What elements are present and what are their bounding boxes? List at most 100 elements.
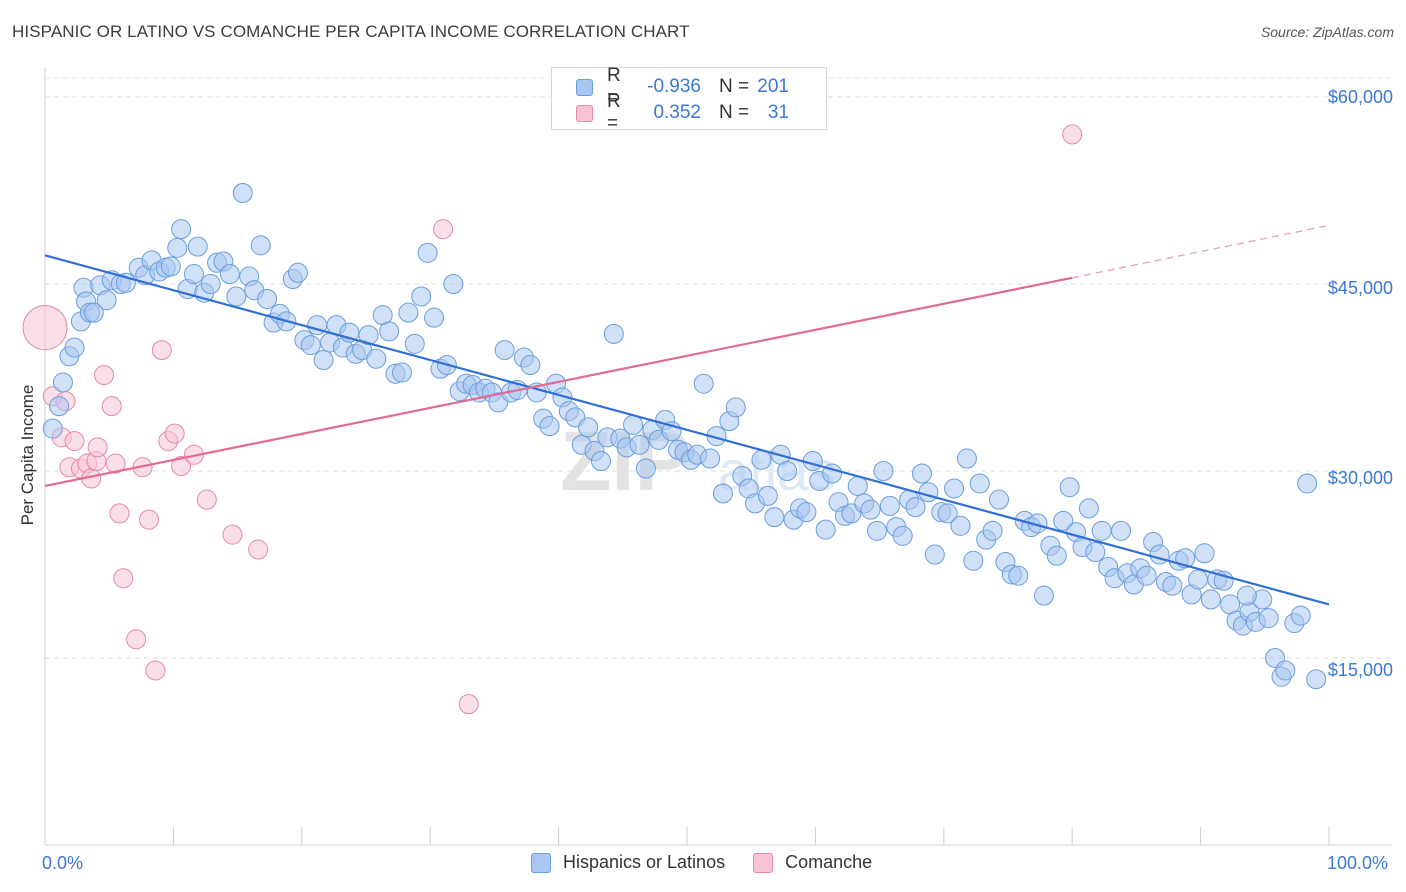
hispanic-point — [411, 286, 432, 307]
hispanic-point — [358, 325, 379, 346]
hispanic-point — [867, 520, 888, 541]
hispanic-point — [187, 236, 208, 257]
comanche-point — [458, 694, 479, 715]
y-tick-label: $30,000 — [1327, 468, 1393, 488]
comanche-point — [126, 629, 147, 650]
hispanic-point — [232, 182, 253, 203]
n-label: N = — [719, 102, 750, 123]
hispanic-point — [300, 335, 321, 356]
hispanic-point — [590, 451, 611, 472]
r-value: -0.936 — [647, 76, 701, 97]
series-hispanic-points — [42, 182, 1327, 690]
hispanic-point — [712, 483, 733, 504]
hispanic-point — [49, 396, 70, 417]
hispanic-point — [226, 286, 247, 307]
series-comanche-points — [22, 124, 1083, 715]
legend-swatch-hispanic — [531, 852, 551, 873]
hispanic-trend-line — [44, 254, 1330, 606]
hispanic-point — [1194, 543, 1215, 564]
comanche-point — [139, 509, 160, 530]
legend-item-hispanic[interactable]: Hispanics or Latinos — [531, 852, 725, 873]
hispanic-point — [757, 485, 778, 506]
comanche-point — [105, 453, 126, 474]
comanche-point — [109, 503, 130, 524]
y-tick-label: $45,000 — [1327, 278, 1393, 298]
legend-swatch-hispanic — [576, 78, 593, 96]
n-label: N = — [719, 76, 750, 97]
x-min-label: 0.0% — [42, 853, 84, 873]
legend-row-hispanic: R = -0.936 N = 201 — [576, 65, 789, 108]
hispanic-point — [578, 417, 599, 438]
x-max-label: 100.0% — [1327, 853, 1389, 873]
comanche-trend-line — [44, 276, 1073, 488]
hispanic-point — [287, 262, 308, 283]
legend-swatch-comanche — [576, 104, 593, 122]
hispanic-point — [937, 503, 958, 524]
hispanic-point — [42, 418, 63, 439]
comanche-point — [171, 456, 192, 477]
hispanic-point — [603, 323, 624, 344]
hispanic-point — [982, 520, 1003, 541]
legend-row-comanche: R = 0.352 N = 31 — [576, 91, 789, 134]
hispanic-point — [443, 274, 464, 294]
hispanic-point — [815, 519, 836, 540]
hispanic-point — [1091, 520, 1112, 541]
hispanic-point — [873, 461, 894, 481]
legend-swatch-comanche — [753, 852, 774, 873]
hispanic-point — [1188, 569, 1209, 590]
r-value: 0.352 — [653, 102, 701, 123]
gridlines — [45, 77, 1392, 659]
comanche-point — [22, 305, 68, 351]
hispanic-point — [892, 525, 913, 546]
hispanic-point — [764, 507, 785, 528]
hispanic-point — [424, 307, 445, 328]
hispanic-point — [956, 448, 977, 469]
comanche-point — [248, 539, 269, 560]
hispanic-point — [520, 355, 541, 376]
hispanic-point — [183, 264, 204, 285]
legend-item-comanche[interactable]: Comanche — [753, 852, 872, 873]
hispanic-point — [796, 502, 817, 523]
y-axis-title: Per Capita Income — [18, 384, 37, 526]
hispanic-point — [944, 478, 965, 499]
hispanic-point — [1085, 542, 1106, 563]
source-credit: Source: ZipAtlas.com — [1260, 24, 1394, 40]
comanche-point — [196, 489, 217, 510]
hispanic-point — [1258, 608, 1279, 629]
hispanic-point — [924, 544, 945, 565]
hispanic-point — [777, 461, 798, 481]
hispanic-point — [1297, 473, 1318, 494]
axes — [44, 68, 1392, 846]
hispanic-point — [623, 414, 644, 435]
n-value: 201 — [757, 76, 789, 97]
hispanic-point — [725, 397, 746, 418]
hispanic-point — [1306, 669, 1327, 690]
hispanic-point — [494, 340, 515, 361]
hispanic-point — [1033, 585, 1054, 606]
hispanic-point — [847, 475, 868, 496]
comanche-point — [87, 437, 108, 458]
hispanic-point — [366, 348, 387, 369]
hispanic-point — [1053, 510, 1074, 531]
hispanic-point — [918, 482, 939, 503]
chart-title: HISPANIC OR LATINO VS COMANCHE PER CAPIT… — [12, 22, 690, 41]
hispanic-point — [693, 373, 714, 394]
hispanic-point — [404, 333, 425, 354]
hispanic-point — [379, 321, 400, 342]
hispanic-point — [539, 416, 560, 437]
hispanic-point — [963, 550, 984, 571]
hispanic-point — [200, 274, 221, 294]
r-label: R = — [607, 91, 621, 134]
comanche-point — [94, 365, 115, 386]
hispanic-point — [1078, 498, 1099, 519]
hispanic-point — [802, 451, 823, 472]
hispanic-point — [219, 264, 240, 285]
hispanic-point — [1008, 565, 1029, 586]
legend-label: Comanche — [785, 852, 873, 872]
hispanic-point — [860, 499, 881, 520]
n-value: 31 — [767, 102, 789, 123]
hispanic-point — [751, 449, 772, 470]
hispanic-point — [950, 515, 971, 536]
comanche-point — [145, 660, 166, 681]
